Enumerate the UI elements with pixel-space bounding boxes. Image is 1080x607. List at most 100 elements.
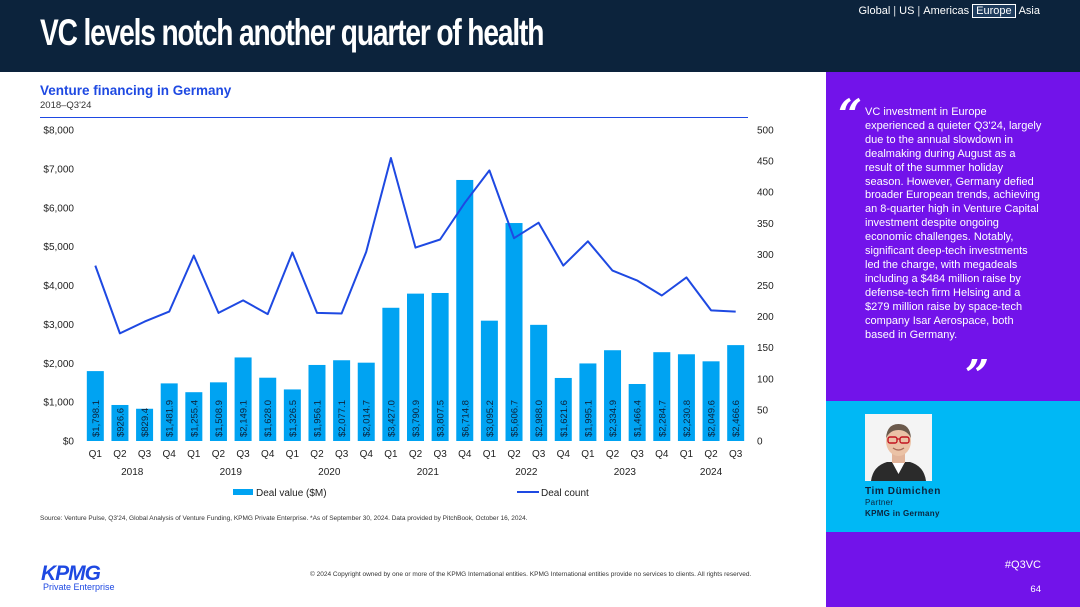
bar-deal-value xyxy=(209,382,227,441)
region-link-asia[interactable]: Asia xyxy=(1018,5,1040,17)
bar-data-label: $2,230.8 xyxy=(682,400,693,437)
x-tick-label: Q3 xyxy=(236,449,250,460)
x-tick-label: Q2 xyxy=(507,449,521,460)
bar-deal-value xyxy=(554,377,572,441)
bar-data-label: $3,427.0 xyxy=(386,400,397,437)
bar-deal-value xyxy=(407,293,424,441)
x-tick-label: Q3 xyxy=(138,449,152,460)
bar-data-label: $829.4 xyxy=(140,408,151,437)
bar-data-label: $926.6 xyxy=(115,408,126,437)
bar-deal-value xyxy=(185,392,203,441)
y-left-tick-label: $1,000 xyxy=(43,398,74,409)
region-link-europe[interactable]: Europe xyxy=(972,4,1016,18)
x-tick-label: Q2 xyxy=(704,449,718,460)
region-link-global[interactable]: Global xyxy=(858,5,891,17)
y-left-tick-label: $4,000 xyxy=(43,281,74,292)
bar-data-label: $2,284.7 xyxy=(657,400,668,437)
y-right-tick-label: 350 xyxy=(757,219,774,230)
bar-deal-value xyxy=(505,223,523,441)
avatar xyxy=(865,414,932,481)
x-tick-label: Q3 xyxy=(729,449,743,460)
bar-data-label: $1,255.4 xyxy=(189,400,200,437)
region-link-us[interactable]: US xyxy=(899,5,915,17)
x-tick-label: Q4 xyxy=(458,449,472,460)
bar-deal-value xyxy=(283,389,301,441)
x-tick-label: Q3 xyxy=(630,449,644,460)
bar-deal-value xyxy=(677,354,695,441)
x-year-label: 2024 xyxy=(700,467,723,478)
sidebar-quote: VC investment in Europe experienced a qu… xyxy=(865,106,1042,341)
header-bar: VC levels notch another quarter of healt… xyxy=(0,0,1080,72)
y-right-tick-label: 200 xyxy=(757,312,774,323)
y-right-tick-label: 150 xyxy=(757,343,774,354)
y-left-tick-label: $6,000 xyxy=(43,203,74,214)
bar-deal-value xyxy=(234,357,252,441)
x-tick-label: Q2 xyxy=(212,449,226,460)
y-left-tick-label: $0 xyxy=(63,437,75,448)
quote-open-mark: “ xyxy=(838,90,863,139)
bar-deal-value xyxy=(333,360,351,441)
bar-data-label: $2,334.9 xyxy=(608,400,619,437)
bar-data-label: $3,807.5 xyxy=(436,400,447,437)
bar-deal-value xyxy=(456,179,474,441)
y-left-tick-label: $3,000 xyxy=(43,320,74,331)
chart-subtitle: 2018–Q3'24 xyxy=(40,100,92,111)
y-left-tick-label: $5,000 xyxy=(43,242,74,253)
x-tick-label: Q3 xyxy=(433,449,447,460)
x-tick-label: Q3 xyxy=(335,449,349,460)
bar-deal-value xyxy=(111,404,129,441)
x-tick-label: Q2 xyxy=(409,449,423,460)
bar-data-label: $1,481.9 xyxy=(165,400,176,437)
bar-deal-value xyxy=(702,361,720,441)
bar-deal-value xyxy=(628,383,646,441)
bar-deal-value xyxy=(308,364,326,441)
y-right-tick-label: 450 xyxy=(757,157,774,168)
region-link-americas[interactable]: Americas xyxy=(923,5,970,17)
x-year-label: 2020 xyxy=(318,467,341,478)
person-role: Partner xyxy=(865,498,894,507)
page-number: 64 xyxy=(1030,584,1041,595)
bar-data-label: $5,606.7 xyxy=(510,400,521,437)
y-right-tick-label: 250 xyxy=(757,281,774,292)
x-tick-label: Q4 xyxy=(655,449,669,460)
x-year-label: 2022 xyxy=(515,467,538,478)
bar-deal-value xyxy=(86,371,104,441)
x-year-label: 2023 xyxy=(614,467,637,478)
bar-data-label: $1,798.1 xyxy=(91,400,102,437)
x-tick-label: Q1 xyxy=(286,449,300,460)
person-name: Tim Dümichen xyxy=(865,486,941,497)
x-tick-label: Q4 xyxy=(360,449,374,460)
bar-data-label: $1,326.5 xyxy=(288,400,299,437)
copyright-note: © 2024 Copyright owned by one or more of… xyxy=(310,571,752,578)
y-right-tick-label: 400 xyxy=(757,188,774,199)
x-tick-label: Q1 xyxy=(680,449,694,460)
bar-data-label: $2,014.7 xyxy=(362,400,373,437)
bar-deal-value xyxy=(431,292,449,441)
source-note: Source: Venture Pulse, Q3'24, Global Ana… xyxy=(40,515,528,522)
bar-deal-value xyxy=(480,320,498,441)
bar-data-label: $6,714.8 xyxy=(460,400,471,437)
bar-data-label: $2,049.6 xyxy=(707,400,718,437)
line-deal-count xyxy=(94,157,736,335)
y-right-tick-label: 100 xyxy=(757,374,774,385)
y-right-tick-label: 50 xyxy=(757,405,769,416)
nav-separator: | xyxy=(917,5,921,17)
bar-deal-value xyxy=(382,307,400,441)
nav-separator: | xyxy=(893,5,897,17)
x-tick-label: Q1 xyxy=(187,449,201,460)
region-nav: Global | US | Americas Europe Asia xyxy=(858,4,1040,18)
x-tick-label: Q4 xyxy=(261,449,275,460)
x-tick-label: Q1 xyxy=(384,449,398,460)
bar-deal-value xyxy=(604,350,622,441)
y-left-tick-label: $8,000 xyxy=(43,126,74,137)
x-tick-label: Q2 xyxy=(606,449,620,460)
bar-deal-value xyxy=(727,345,745,441)
x-year-label: 2019 xyxy=(220,467,243,478)
kpmg-logo-subtitle: Private Enterprise xyxy=(43,582,115,592)
legend-swatch-deal-value xyxy=(233,489,253,495)
y-right-tick-label: 300 xyxy=(757,250,774,261)
bar-data-label: $2,988.0 xyxy=(534,400,545,437)
bar-deal-value xyxy=(259,377,277,441)
x-tick-label: Q3 xyxy=(532,449,546,460)
